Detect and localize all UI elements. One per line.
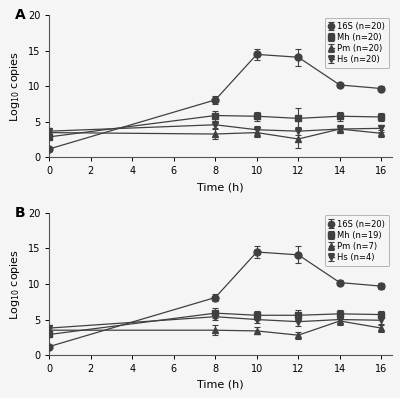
X-axis label: Time (h): Time (h) (197, 380, 244, 390)
Y-axis label: Log$_{10}$ copies: Log$_{10}$ copies (8, 248, 22, 320)
Legend: 16S (n=20), Mh (n=19), Pm (n=7), Hs (n=4): 16S (n=20), Mh (n=19), Pm (n=7), Hs (n=4… (325, 215, 389, 266)
Text: A: A (15, 8, 26, 22)
Y-axis label: Log$_{10}$ copies: Log$_{10}$ copies (8, 51, 22, 122)
Text: B: B (15, 206, 26, 220)
Legend: 16S (n=20), Mh (n=20), Pm (n=20), Hs (n=20): 16S (n=20), Mh (n=20), Pm (n=20), Hs (n=… (325, 18, 389, 68)
X-axis label: Time (h): Time (h) (197, 182, 244, 192)
